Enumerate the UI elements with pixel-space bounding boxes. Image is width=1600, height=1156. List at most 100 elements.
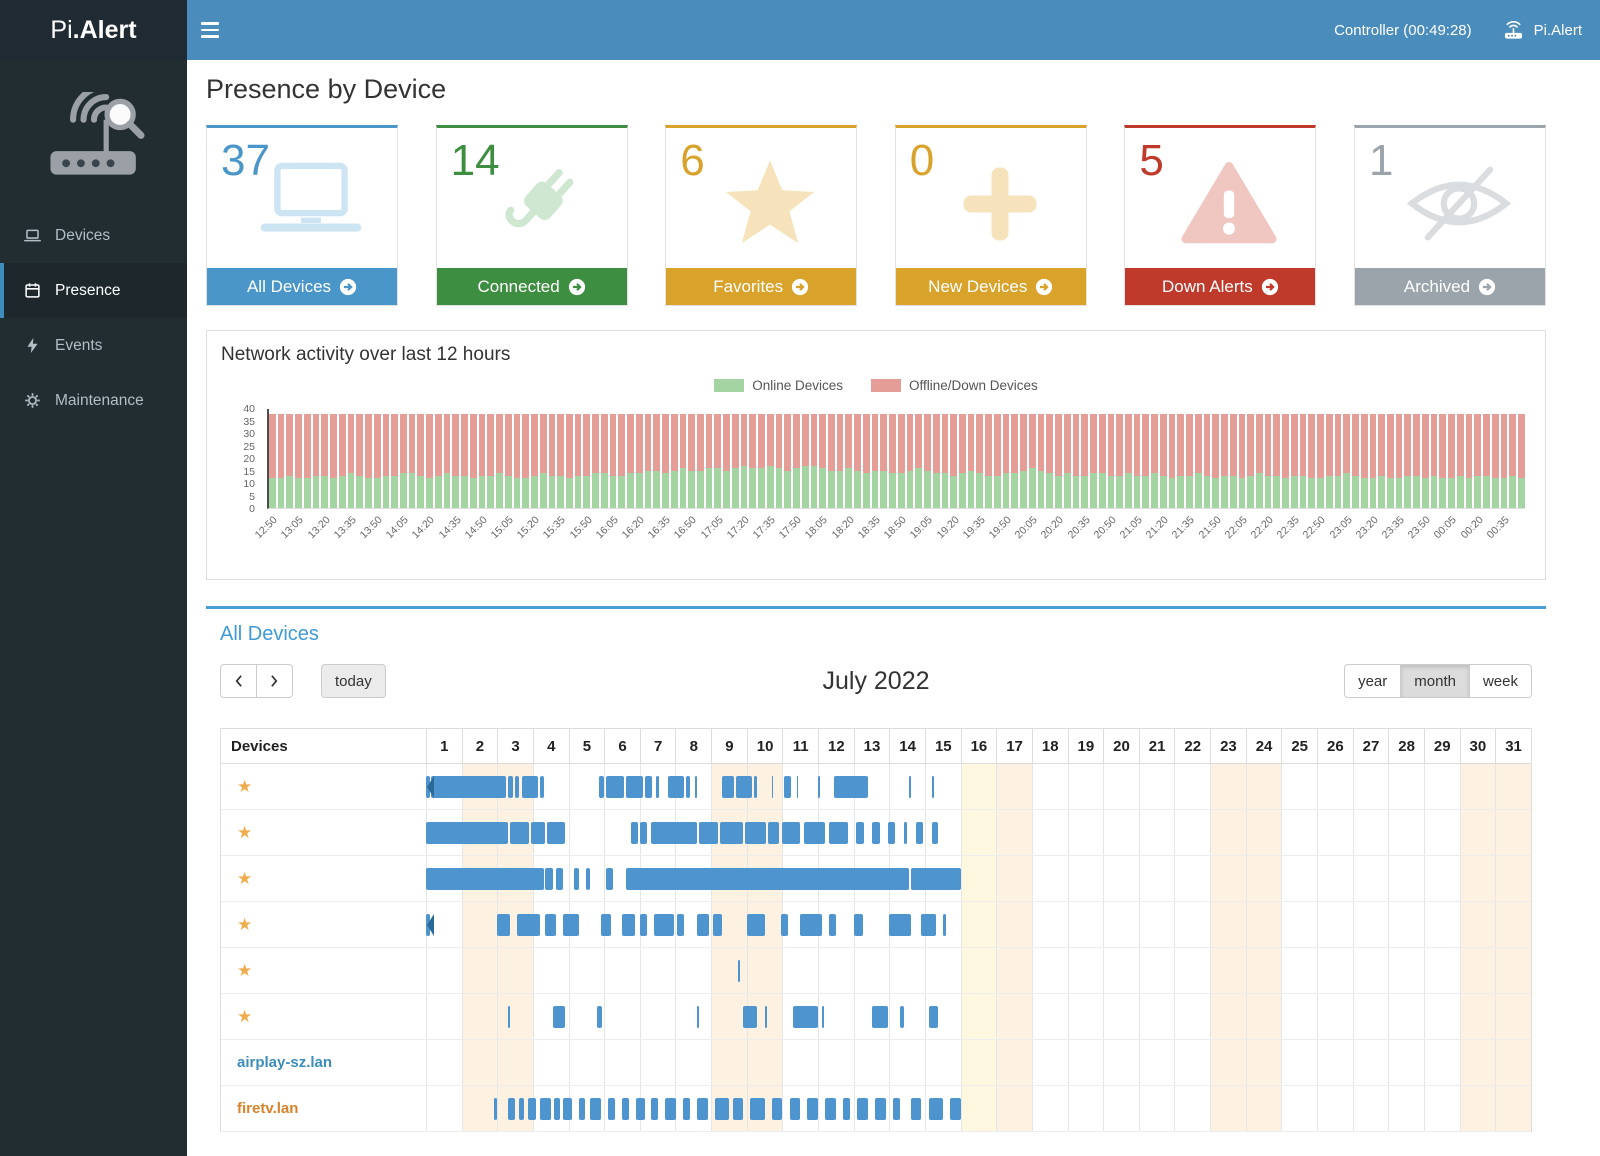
sidebar-toggle-button[interactable] xyxy=(187,0,233,60)
presence-event[interactable] xyxy=(518,1098,525,1120)
presence-event[interactable] xyxy=(636,1098,646,1120)
archived-link[interactable]: Archived xyxy=(1354,268,1545,305)
presence-event[interactable] xyxy=(573,868,580,890)
presence-event[interactable] xyxy=(908,776,911,798)
presence-event[interactable] xyxy=(768,822,779,844)
presence-event[interactable] xyxy=(625,776,644,798)
presence-event[interactable] xyxy=(686,776,690,798)
presence-event[interactable] xyxy=(522,776,539,798)
presence-event[interactable] xyxy=(753,776,757,798)
presence-event[interactable] xyxy=(493,1098,498,1120)
presence-event[interactable] xyxy=(654,914,674,936)
presence-event[interactable] xyxy=(696,1098,708,1120)
calendar-view-year-button[interactable]: year xyxy=(1344,664,1402,698)
presence-event[interactable] xyxy=(547,822,565,844)
presence-event[interactable] xyxy=(516,914,541,936)
presence-event[interactable] xyxy=(764,1006,767,1028)
presence-event[interactable] xyxy=(834,776,868,798)
calendar-view-month-button[interactable]: month xyxy=(1401,664,1470,698)
presence-event[interactable] xyxy=(507,1098,516,1120)
presence-event[interactable] xyxy=(720,822,744,844)
new-devices-link[interactable]: New Devices xyxy=(895,268,1086,305)
presence-event[interactable] xyxy=(509,822,530,844)
all-devices-link[interactable]: All Devices xyxy=(207,268,397,305)
presence-event[interactable] xyxy=(910,868,961,890)
presence-event[interactable] xyxy=(714,1098,729,1120)
presence-event[interactable] xyxy=(855,822,865,844)
presence-event[interactable] xyxy=(677,914,685,936)
presence-event[interactable] xyxy=(750,1098,765,1120)
presence-event[interactable] xyxy=(515,776,520,798)
connected-link[interactable]: Connected xyxy=(436,268,627,305)
presence-event[interactable] xyxy=(556,868,564,890)
presence-event[interactable] xyxy=(732,1098,744,1120)
presence-event[interactable] xyxy=(789,1098,801,1120)
presence-event[interactable] xyxy=(892,1098,901,1120)
presence-event[interactable] xyxy=(721,776,735,798)
presence-event[interactable] xyxy=(606,868,614,890)
presence-event[interactable] xyxy=(600,914,612,936)
presence-event[interactable] xyxy=(793,1006,819,1028)
calendar-today-button[interactable]: today xyxy=(321,664,386,698)
presence-event[interactable] xyxy=(622,1098,630,1120)
calendar-next-button[interactable] xyxy=(257,664,293,698)
presence-event[interactable] xyxy=(639,914,647,936)
presence-event[interactable] xyxy=(606,776,624,798)
presence-event[interactable] xyxy=(664,1098,676,1120)
presence-event[interactable] xyxy=(771,1098,783,1120)
presence-event[interactable] xyxy=(928,1098,943,1120)
presence-event[interactable] xyxy=(698,822,719,844)
presence-event[interactable] xyxy=(579,1098,585,1120)
presence-event[interactable] xyxy=(645,776,653,798)
favorites-link[interactable]: Favorites xyxy=(666,268,857,305)
calendar-view-week-button[interactable]: week xyxy=(1469,664,1532,698)
presence-event[interactable] xyxy=(942,914,947,936)
presence-event[interactable] xyxy=(695,776,697,798)
presence-event[interactable] xyxy=(589,1098,601,1120)
presence-event[interactable] xyxy=(928,1006,938,1028)
presence-event[interactable] xyxy=(889,914,911,936)
presence-event[interactable] xyxy=(563,914,580,936)
controller-status[interactable]: Controller (00:49:28) xyxy=(1334,21,1472,39)
presence-event[interactable] xyxy=(540,776,544,798)
presence-event[interactable] xyxy=(696,914,710,936)
presence-event[interactable] xyxy=(497,914,510,936)
presence-event[interactable] xyxy=(803,822,826,844)
presence-event[interactable] xyxy=(825,1098,836,1120)
presence-event[interactable] xyxy=(771,776,774,798)
presence-event[interactable] xyxy=(916,822,924,844)
presence-event[interactable] xyxy=(743,1006,758,1028)
presence-event[interactable] xyxy=(900,1006,904,1028)
presence-event[interactable] xyxy=(563,1098,573,1120)
presence-event[interactable] xyxy=(531,822,546,844)
presence-event[interactable] xyxy=(843,1098,851,1120)
presence-event[interactable] xyxy=(696,1006,700,1028)
sidebar-item-events[interactable]: Events xyxy=(0,318,187,373)
presence-event[interactable] xyxy=(857,1098,868,1120)
presence-event[interactable] xyxy=(796,776,799,798)
presence-event[interactable] xyxy=(807,1098,819,1120)
presence-event[interactable] xyxy=(625,868,909,890)
presence-event[interactable] xyxy=(598,776,605,798)
presence-event[interactable] xyxy=(431,776,507,798)
presence-event[interactable] xyxy=(782,822,801,844)
sidebar-item-presence[interactable]: Presence xyxy=(0,263,187,318)
presence-event[interactable] xyxy=(622,914,635,936)
presence-event[interactable] xyxy=(639,822,647,844)
presence-event[interactable] xyxy=(630,822,639,844)
down-alerts-link[interactable]: Down Alerts xyxy=(1125,268,1316,305)
presence-event[interactable] xyxy=(540,1098,551,1120)
presence-event[interactable] xyxy=(650,1098,658,1120)
presence-event[interactable] xyxy=(736,776,753,798)
presence-event[interactable] xyxy=(426,868,544,890)
sidebar-item-maintenance[interactable]: Maintenance xyxy=(0,373,187,428)
presence-event[interactable] xyxy=(800,914,822,936)
device-name-link[interactable]: firetv.lan xyxy=(237,1100,299,1117)
presence-event[interactable] xyxy=(507,1006,511,1028)
presence-event[interactable] xyxy=(545,868,553,890)
presence-event[interactable] xyxy=(818,776,821,798)
presence-event[interactable] xyxy=(887,822,895,844)
presence-event[interactable] xyxy=(780,914,788,936)
presence-event[interactable] xyxy=(821,1006,824,1028)
account-menu[interactable]: Pi.Alert xyxy=(1502,20,1582,40)
